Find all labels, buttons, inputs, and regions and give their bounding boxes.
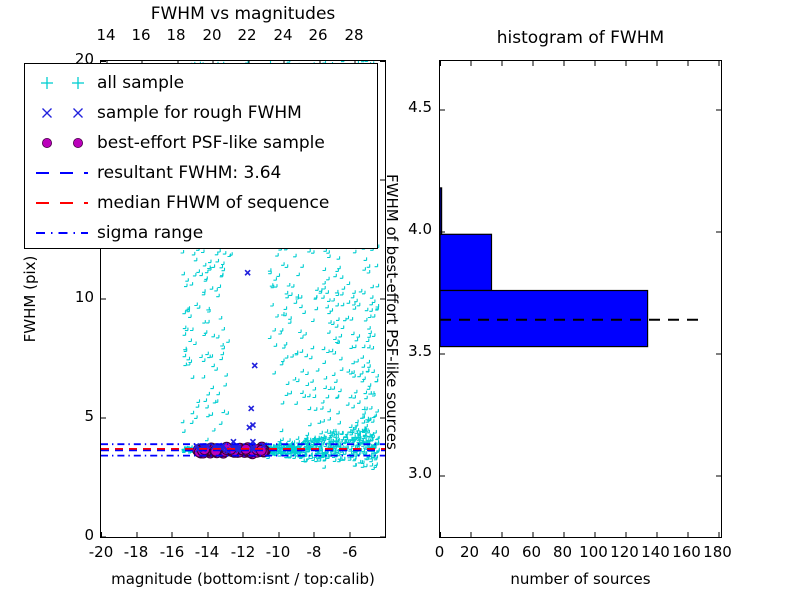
xtick-label: -18 bbox=[123, 543, 149, 561]
left-panel-right-ylabel: FWHM of best-effort PSF-like sources bbox=[383, 174, 401, 450]
dashed-line-icon bbox=[31, 167, 93, 179]
legend-item-rough-fwhm[interactable]: sample for rough FWHM bbox=[31, 98, 371, 128]
left-panel-ylabel: FWHM (pix) bbox=[21, 255, 39, 343]
xtick-label: 80 bbox=[552, 543, 573, 561]
scatter-svg bbox=[101, 61, 385, 538]
ytick-label: 3.0 bbox=[408, 464, 432, 482]
plus-marker-icon bbox=[31, 76, 93, 90]
right-panel-tickmarks bbox=[440, 61, 721, 537]
xtick-label: -20 bbox=[88, 543, 114, 561]
legend-label: resultant FWHM: 3.64 bbox=[97, 163, 282, 183]
legend-label: sigma range bbox=[97, 223, 204, 243]
xtick-label: -14 bbox=[194, 543, 220, 561]
legend-label: sample for rough FWHM bbox=[97, 103, 302, 123]
legend-label: median FHWM of sequence bbox=[97, 193, 330, 213]
top-tick-label: 24 bbox=[273, 26, 293, 44]
xtick-label: 120 bbox=[610, 543, 639, 561]
xtick-label: -6 bbox=[342, 543, 358, 561]
ytick-label: 5 bbox=[84, 407, 94, 425]
right-panel-plot-area bbox=[439, 60, 722, 538]
xtick-label: 60 bbox=[521, 543, 542, 561]
histogram-bar bbox=[439, 187, 443, 235]
legend-item-sigma-range[interactable]: sigma range bbox=[31, 218, 371, 248]
xtick-label: 40 bbox=[490, 543, 511, 561]
left-panel-title: FWHM vs magnitudes bbox=[150, 4, 336, 24]
right-panel-xticklabels: 0 20 40 60 80 100 120 140 160 180 bbox=[435, 543, 732, 563]
legend-item-resultant-fwhm[interactable]: resultant FWHM: 3.64 bbox=[31, 158, 371, 188]
dashed-line-icon bbox=[31, 197, 93, 209]
legend-label: all sample bbox=[97, 73, 185, 93]
xtick-label: 140 bbox=[641, 543, 670, 561]
legend-label: best-effort PSF-like sample bbox=[97, 133, 325, 153]
xtick-label: 180 bbox=[703, 543, 732, 561]
top-tick-label: 14 bbox=[96, 26, 116, 44]
left-panel-top-ticklabels: 14 16 18 20 22 24 26 28 bbox=[96, 26, 386, 46]
right-panel-xlabel: number of sources bbox=[510, 570, 651, 588]
xtick-label: -12 bbox=[230, 543, 256, 561]
xtick-label: 20 bbox=[459, 543, 480, 561]
xtick-label: 100 bbox=[579, 543, 608, 561]
cross-marker-icon bbox=[31, 106, 93, 120]
ytick-label: 4.0 bbox=[408, 220, 432, 238]
legend-item-median-fwhm[interactable]: median FHWM of sequence bbox=[31, 188, 371, 218]
legend-item-psf-sample[interactable]: best-effort PSF-like sample bbox=[31, 128, 371, 158]
ytick-label: 10 bbox=[74, 288, 94, 306]
right-panel-title: histogram of FWHM bbox=[496, 28, 665, 48]
histogram-bar bbox=[439, 233, 493, 292]
histogram-bar bbox=[439, 289, 649, 348]
ytick-label: 0 bbox=[84, 526, 94, 544]
dot-marker-icon bbox=[31, 136, 93, 150]
left-panel-xlabel: magnitude (bottom:isnt / top:calib) bbox=[111, 570, 375, 588]
top-tick-label: 20 bbox=[202, 26, 222, 44]
top-tick-label: 18 bbox=[166, 26, 186, 44]
xtick-label: 0 bbox=[434, 543, 445, 561]
ytick-label: 3.5 bbox=[408, 342, 432, 360]
legend: all sample sample for rough FWHM best-ef… bbox=[24, 63, 378, 249]
ytick-label: 4.5 bbox=[408, 98, 432, 116]
reference-lines bbox=[101, 443, 385, 457]
xtick-label: -10 bbox=[265, 543, 291, 561]
top-tick-label: 22 bbox=[237, 26, 257, 44]
xtick-label: 160 bbox=[672, 543, 701, 561]
xtick-label: -16 bbox=[159, 543, 185, 561]
histogram-bars bbox=[439, 187, 649, 348]
histogram-svg bbox=[439, 61, 721, 537]
top-tick-label: 16 bbox=[131, 26, 151, 44]
xtick-label: -8 bbox=[306, 543, 322, 561]
left-panel-bottom-ticklabels: -20 -18 -16 -14 -12 -10 -8 -6 bbox=[89, 543, 386, 563]
top-tick-label: 26 bbox=[308, 26, 328, 44]
legend-item-all-sample[interactable]: all sample bbox=[31, 68, 371, 98]
dashdot-line-icon bbox=[31, 227, 93, 239]
top-tick-label: 28 bbox=[344, 26, 364, 44]
